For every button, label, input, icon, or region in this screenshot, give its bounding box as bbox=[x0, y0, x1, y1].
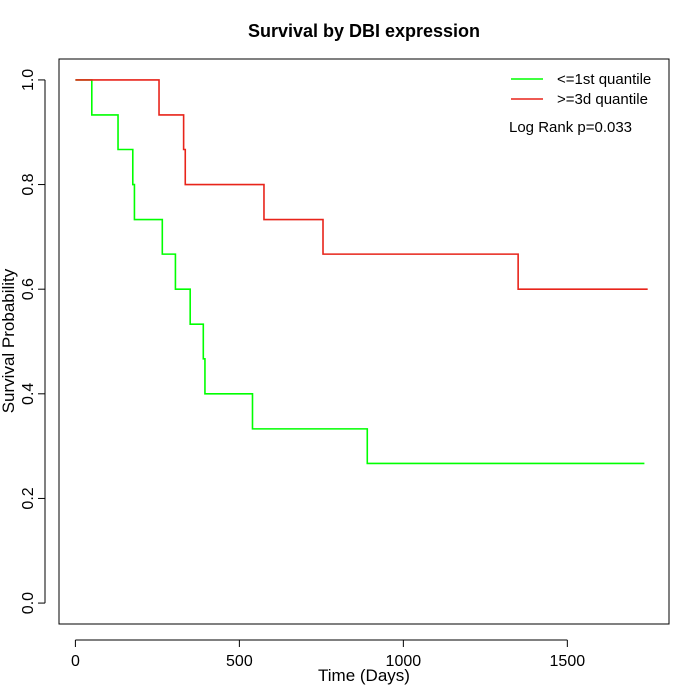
y-tick-label: 0.4 bbox=[20, 383, 37, 405]
y-tick-label: 0.8 bbox=[20, 173, 37, 195]
legend: <=1st quantile >=3d quantile bbox=[511, 71, 651, 108]
x-tick-label: 1500 bbox=[550, 653, 586, 670]
y-axis: 0.0 0.2 0.4 0.6 0.8 1.0 bbox=[20, 69, 46, 614]
x-axis: 0 500 1000 1500 bbox=[71, 639, 586, 670]
chart-title: Survival by DBI expression bbox=[248, 21, 480, 41]
plot-frame bbox=[58, 58, 670, 625]
x-tick-label: 500 bbox=[226, 653, 253, 670]
y-tick-label: 0.6 bbox=[20, 278, 37, 300]
y-axis-label: Survival Probability bbox=[0, 268, 18, 413]
x-axis-label: Time (Days) bbox=[318, 666, 410, 685]
y-tick-label: 0.2 bbox=[20, 487, 37, 509]
x-tick-label: 0 bbox=[71, 653, 80, 670]
series-line-1 bbox=[75, 79, 645, 465]
legend-label-1: <=1st quantile bbox=[557, 71, 651, 88]
legend-label-2: >=3d quantile bbox=[557, 91, 648, 108]
x-tick-label: 1000 bbox=[386, 653, 422, 670]
y-tick-label: 1.0 bbox=[20, 69, 37, 91]
y-tick-label: 0.0 bbox=[20, 592, 37, 614]
series-layer bbox=[75, 79, 648, 465]
log-rank-annotation: Log Rank p=0.033 bbox=[509, 119, 632, 136]
series-line-2 bbox=[75, 79, 648, 290]
